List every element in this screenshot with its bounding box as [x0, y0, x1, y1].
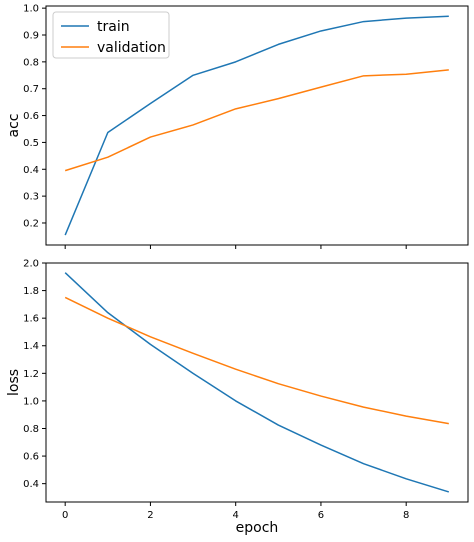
acc-y-tick-label: 1.0 [23, 4, 39, 15]
loss-y-tick-label: 0.4 [23, 479, 39, 490]
loss-series-validation-line [64, 296, 449, 425]
acc-legend: train validation [52, 11, 170, 59]
acc-legend-label-train: train [97, 19, 130, 35]
loss-y-tick-label: 0.6 [23, 452, 39, 463]
loss-x-tick-label: 2 [147, 510, 153, 521]
loss-y-axis-label: loss [6, 369, 22, 396]
loss-series-train-line [64, 272, 450, 493]
acc-y-tick-label: 0.5 [23, 138, 39, 149]
loss-panel: 0.4 0.6 0.8 1.0 1.2 1.4 1.6 1.8 2.0 0 2 4 6 8 loss epoc… [6, 259, 469, 536]
acc-axes-frame [45, 5, 469, 246]
loss-y-tick-label: 2.0 [23, 259, 39, 270]
acc-y-tick-label: 0.6 [23, 111, 39, 122]
acc-y-tick-label: 0.4 [23, 165, 39, 176]
loss-x-tick-label: 8 [403, 510, 409, 521]
acc-series-train-line [64, 15, 449, 236]
loss-y-tick-label: 1.2 [23, 369, 39, 380]
loss-x-axis-label: epoch [236, 520, 279, 536]
loss-x-tick-label: 4 [232, 510, 238, 521]
acc-y-tick-label: 0.7 [23, 84, 39, 95]
loss-y-tick-label: 1.0 [23, 396, 39, 407]
acc-y-tick-label: 0.2 [23, 218, 39, 229]
loss-axes-frame [45, 262, 469, 503]
acc-legend-label-validation: validation [97, 40, 166, 56]
loss-x-tick-label: 6 [318, 510, 324, 521]
acc-y-tick-label: 0.9 [23, 31, 39, 42]
loss-y-tick-label: 1.4 [23, 341, 39, 352]
acc-y-tick-label: 0.8 [23, 57, 39, 68]
acc-series-validation-line [64, 69, 449, 172]
acc-panel: 0.2 0.3 0.4 0.5 0.6 0.7 0.8 0.9 1.0 acc train valid… [6, 4, 469, 249]
loss-x-tick-label: 0 [62, 510, 68, 521]
loss-y-tick-label: 0.8 [23, 424, 39, 435]
acc-y-axis-label: acc [6, 114, 22, 138]
loss-y-tick-label: 1.6 [23, 314, 39, 325]
loss-y-tick-label: 1.8 [23, 286, 39, 297]
acc-y-tick-label: 0.3 [23, 192, 39, 203]
